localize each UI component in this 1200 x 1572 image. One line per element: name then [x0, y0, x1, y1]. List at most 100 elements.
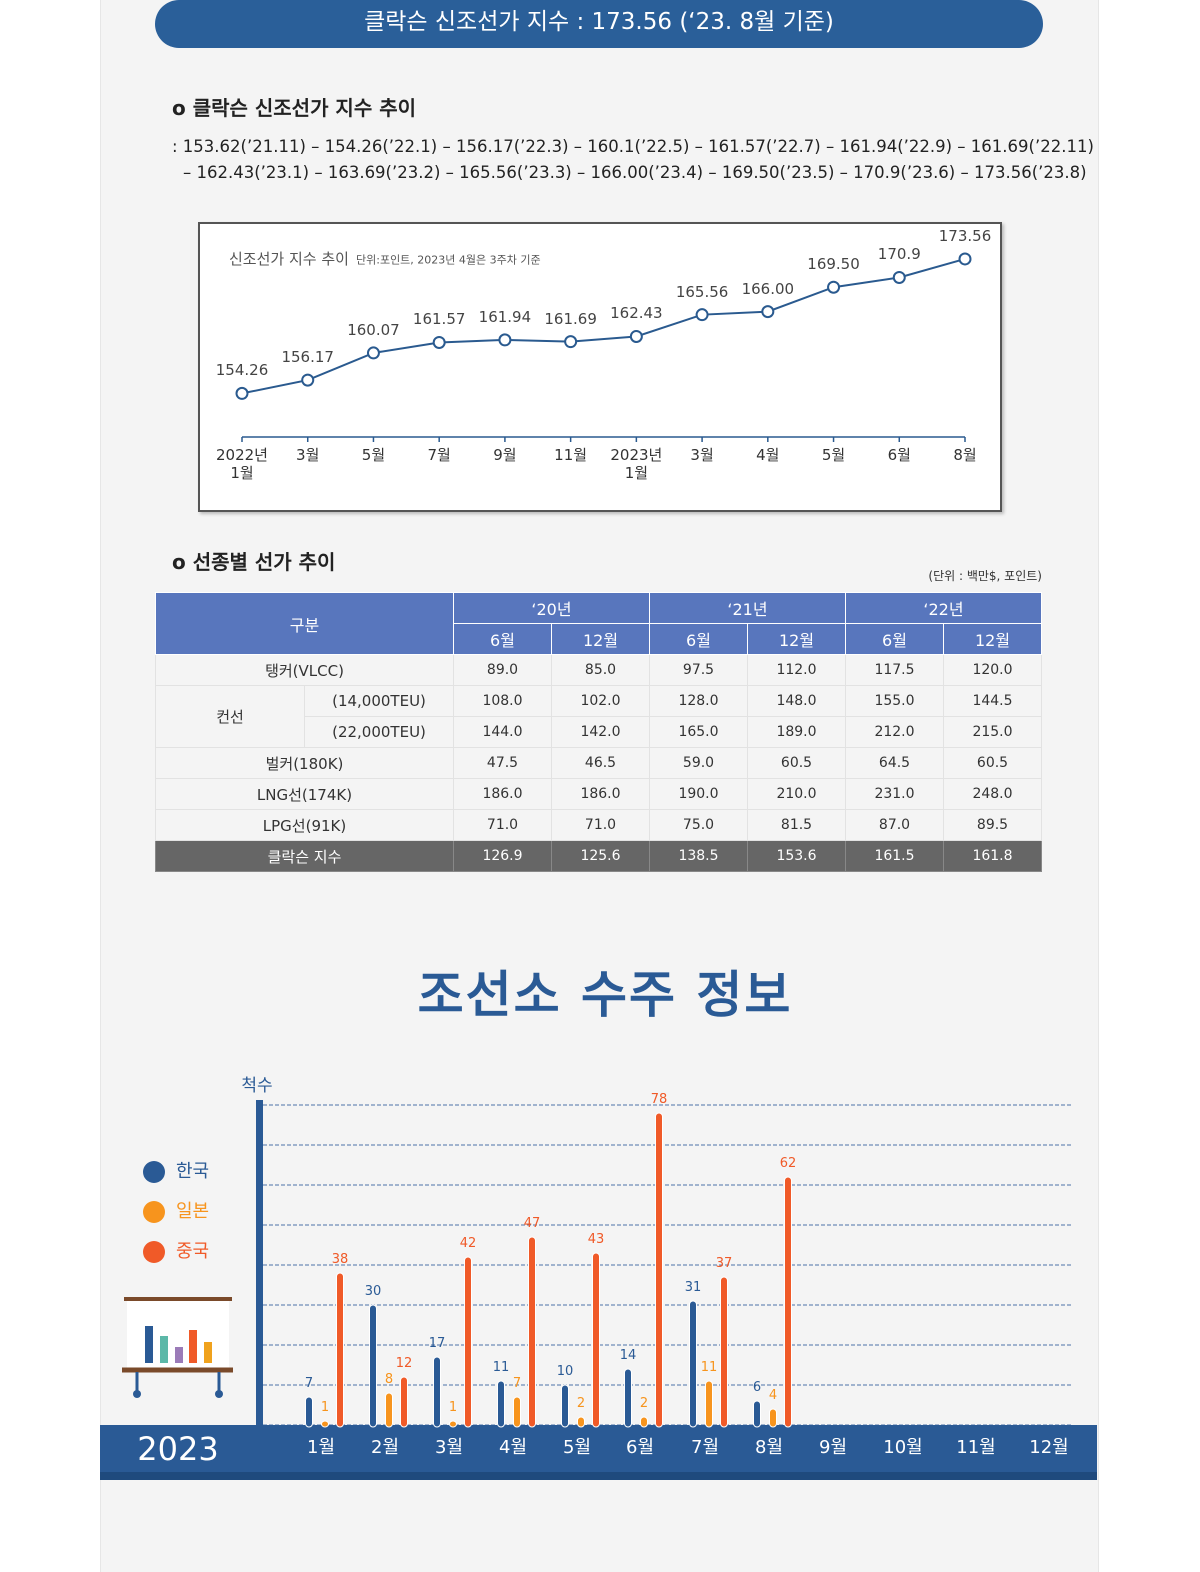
legend-label: 일본 [176, 1201, 210, 1223]
value-cell: 212.0 [845, 716, 944, 748]
data-label: 42 [459, 1236, 477, 1252]
value-cell: 120.0 [943, 654, 1042, 686]
row-label: 클락슨 지수 [155, 840, 454, 872]
bar [336, 1272, 344, 1428]
value-cell: 138.5 [649, 840, 748, 872]
table-row: 탱커(VLCC) 89.0 85.0 97.5 112.0 117.5 120.0 [155, 654, 1042, 686]
data-label: 170.9 [877, 245, 921, 264]
bar [369, 1304, 377, 1428]
table-row: 컨선 (14,000TEU) 108.0 102.0 128.0 148.0 155.0 14… [155, 685, 1042, 748]
x-tick-label: 10월 [883, 1437, 923, 1459]
data-label: 11 [700, 1360, 718, 1376]
year-band-edge [100, 1472, 1097, 1480]
value-cell: 148.0 [747, 685, 846, 717]
bar [433, 1356, 441, 1428]
x-tick-label: 8월 [953, 446, 977, 464]
data-label: 162.43 [610, 304, 663, 323]
x-tick-label: 11월 [554, 446, 588, 464]
x-tick-label: 2월 [370, 1437, 400, 1459]
value-cell: 125.6 [551, 840, 650, 872]
data-label: 10 [556, 1364, 574, 1380]
data-label: 14 [619, 1348, 637, 1364]
data-label: 2 [639, 1396, 649, 1412]
table-row: LPG선(91K) 71.0 71.0 75.0 81.5 87.0 89.5 [155, 809, 1042, 841]
data-label: 1 [320, 1400, 330, 1416]
data-label: 8 [384, 1372, 394, 1388]
header-cell: 12월 [943, 623, 1042, 655]
legend-swatch [143, 1241, 165, 1263]
price-table: 구분 ‘20년 ‘21년 ‘22년 6월 12월 6월 12월 6월 12월 탱커(VLCC) 89.… [155, 592, 1042, 872]
data-label: 43 [587, 1232, 605, 1248]
value-cell: 71.0 [453, 809, 552, 841]
x-tick-label: 5월 [562, 1437, 592, 1459]
trend-text: – 162.43(’23.1) – 163.69(’23.2) – 165.56… [183, 163, 1087, 183]
data-label: 154.26 [215, 361, 269, 380]
data-point [827, 280, 841, 294]
data-label: 38 [331, 1252, 349, 1268]
page-title: 클락슨 신조선가 지수 : 173.56 (‘23. 8월 기준) [364, 9, 834, 36]
x-tick-label: 3월 [296, 446, 320, 464]
x-tick-label: 5월 [361, 446, 386, 464]
header-row: 6월 12월 6월 12월 6월 12월 [156, 623, 1042, 655]
unit-note: (단위 : 백만$, 포인트) [928, 568, 1042, 583]
row-sublabel: (22,000TEU) [304, 716, 454, 748]
title-banner [155, 0, 1043, 48]
data-point [892, 270, 906, 284]
data-point [235, 386, 249, 400]
bar [449, 1420, 457, 1428]
value-cell: 231.0 [845, 778, 944, 810]
x-tick-label: 3월 [690, 446, 714, 464]
trend-text: : 153.62(’21.11) – 154.26(’22.1) – 156.1… [172, 137, 1094, 157]
value-cell: 89.5 [943, 809, 1042, 841]
value-cell: 47.5 [453, 747, 552, 779]
section-heading: o 클락슨 신조선가 지수 추이 [172, 96, 416, 120]
bar [497, 1380, 505, 1428]
value-cell: 71.0 [551, 809, 650, 841]
value-cell: 60.5 [943, 747, 1042, 779]
value-cell: 128.0 [649, 685, 748, 717]
bar [753, 1400, 761, 1428]
bar [385, 1392, 393, 1428]
value-cell: 89.0 [453, 654, 552, 686]
bar [655, 1112, 663, 1428]
legend-label: 한국 [176, 1161, 210, 1183]
bar [305, 1396, 313, 1428]
data-label: 37 [715, 1256, 733, 1272]
year-band [100, 1425, 1097, 1472]
value-cell: 161.5 [845, 840, 944, 872]
value-cell: 97.5 [649, 654, 748, 686]
value-cell: 117.5 [845, 654, 944, 686]
bar [464, 1256, 472, 1428]
legend-label: 중국 [176, 1241, 210, 1263]
data-label: 161.57 [412, 310, 466, 329]
x-tick-label: 6월 [625, 1437, 655, 1459]
header-cell: 12월 [551, 623, 650, 655]
header-cell: 6월 [453, 623, 552, 655]
table-row: 클락슨 지수 126.9 125.6 138.5 153.6 161.5 161.8 [155, 840, 1042, 872]
legend-swatch [143, 1201, 165, 1223]
value-cell: 102.0 [551, 685, 650, 717]
row-label: 컨선 [155, 685, 305, 748]
header-cell: 6월 [649, 623, 748, 655]
value-cell: 210.0 [747, 778, 846, 810]
data-point [695, 308, 709, 322]
header-cell: ‘21년 [649, 592, 846, 624]
data-label: 78 [650, 1092, 668, 1108]
data-point [958, 252, 972, 266]
value-cell: 144.0 [453, 716, 552, 748]
line-chart-box [198, 222, 1002, 512]
chart-subtitle: 단위:포인트, 2023년 4월은 3주차 기준 [356, 253, 541, 267]
x-tick-label: 4월 [756, 446, 780, 464]
y-axis-label: 척수 [241, 1075, 273, 1096]
value-cell: 153.6 [747, 840, 846, 872]
row-sublabel: (14,000TEU) [304, 685, 454, 717]
table-row: (22,000TEU) 144.0 142.0 165.0 189.0 212.0 215.… [156, 716, 1042, 748]
data-point [629, 329, 643, 343]
data-point [366, 346, 380, 360]
bar [577, 1416, 585, 1428]
data-label: 62 [779, 1156, 797, 1172]
bar [624, 1368, 632, 1428]
x-tick-label: 5월 [821, 446, 846, 464]
row-label: 탱커(VLCC) [155, 654, 454, 686]
value-cell: 60.5 [747, 747, 846, 779]
